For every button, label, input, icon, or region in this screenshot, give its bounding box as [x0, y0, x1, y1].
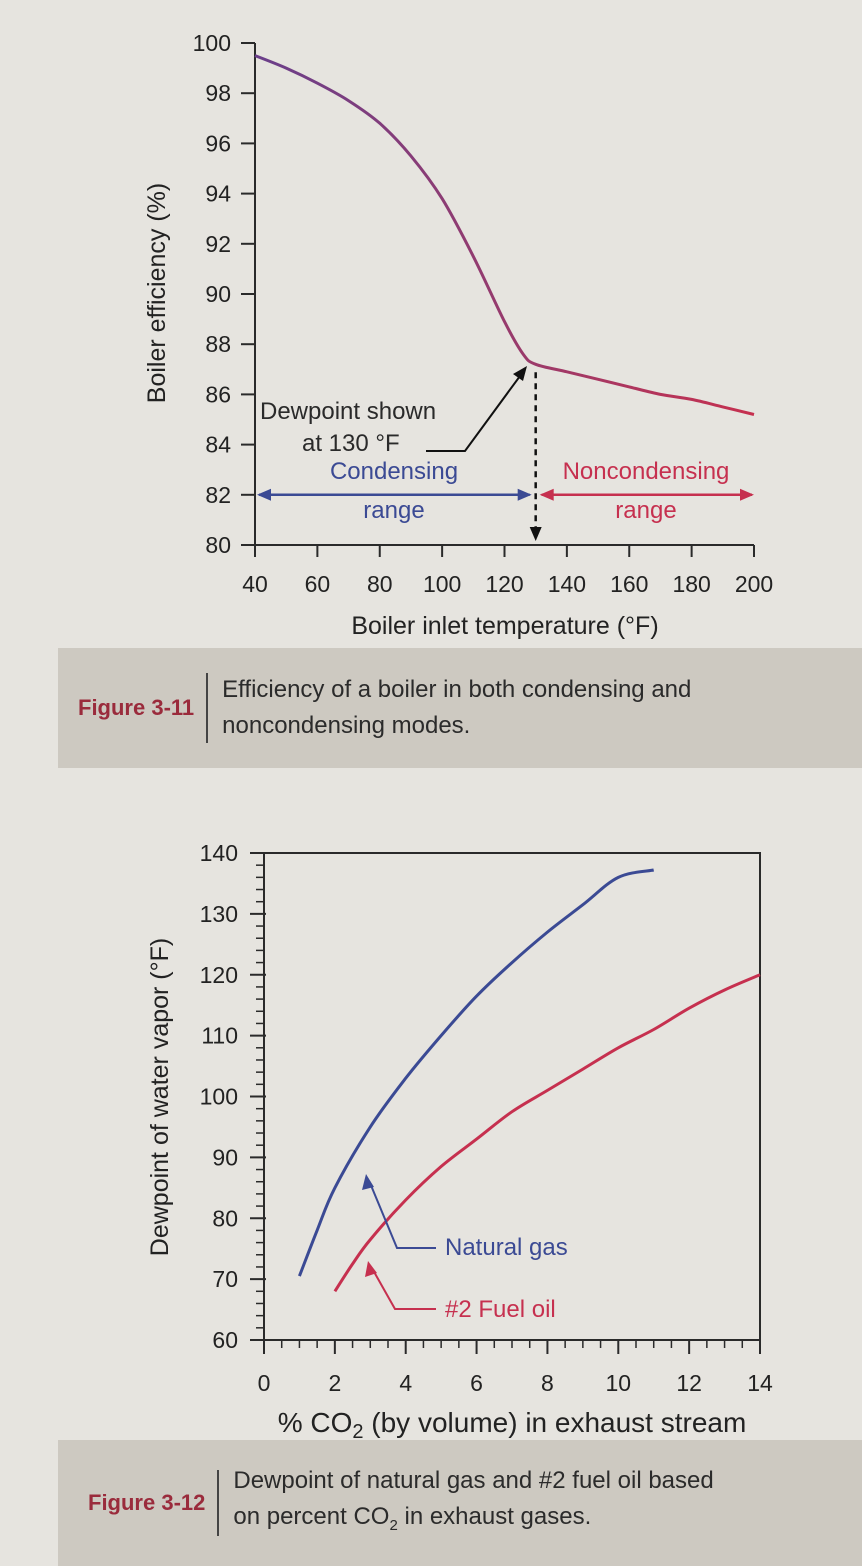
efficiency-curve	[254, 54, 755, 416]
y-tick-label: 94	[205, 181, 231, 207]
x-tick-label: 120	[485, 571, 523, 597]
x-tick-label: 160	[610, 571, 648, 597]
natural-gas-curve	[298, 868, 655, 1277]
caption-line: noncondensing modes.	[222, 712, 471, 739]
x-tick-label: 8	[541, 1370, 554, 1396]
fuel-oil-arrowhead	[365, 1261, 377, 1277]
figure-3-11-number: Figure 3-11	[78, 695, 195, 720]
y-tick-label: 140	[200, 840, 238, 866]
x-axis-label: Boiler inlet temperature (°F)	[351, 612, 658, 640]
condensing-arrowhead-left	[257, 488, 271, 501]
y-axis-label: Dewpoint of water vapor (°F)	[146, 938, 174, 1256]
dewpoint-arrowhead	[529, 527, 542, 541]
noncondensing-arrowhead-right	[740, 488, 754, 501]
y-tick-label: 90	[205, 281, 231, 307]
x-tick-label: 40	[242, 571, 268, 597]
annotation-leader	[426, 375, 521, 452]
figure-3-11-caption-text: Efficiency of a boiler in both condensin…	[222, 672, 691, 744]
noncondensing-arrowhead-left	[539, 488, 554, 501]
fuel-oil-label: #2 Fuel oil	[445, 1296, 556, 1323]
y-tick-label: 80	[212, 1205, 238, 1231]
y-tick-label: 120	[200, 962, 238, 988]
dewpoint-annotation-line1: Dewpoint shown	[260, 398, 436, 425]
figure-3-12-caption: Figure 3-12 Dewpoint of natural gas and …	[58, 1440, 862, 1566]
figure-3-12-caption-text: Dewpoint of natural gas and #2 fuel oil …	[233, 1463, 713, 1544]
y-tick-label: 110	[201, 1023, 238, 1049]
y-tick-label: 86	[205, 381, 231, 407]
x-tick-label: 4	[399, 1370, 412, 1396]
condensing-arrowhead-right	[517, 488, 532, 501]
condensing-label-line2: range	[363, 497, 424, 524]
y-tick-label: 100	[200, 1084, 238, 1110]
figure-3-11-caption: Figure 3-11 Efficiency of a boiler in bo…	[58, 648, 862, 768]
x-tick-label: 14	[747, 1370, 773, 1396]
noncondensing-label-line2: range	[615, 497, 676, 524]
x-tick-label: 10	[605, 1370, 631, 1396]
caption-divider	[217, 1470, 220, 1536]
x-tick-label: 180	[672, 571, 710, 597]
condensing-label-line1: Condensing	[330, 458, 458, 485]
y-axis-label: Boiler efficiency (%)	[143, 183, 171, 403]
y-tick-label: 82	[205, 482, 231, 508]
x-tick-label: 80	[367, 571, 393, 597]
x-tick-label: 140	[548, 571, 586, 597]
x-tick-label: 200	[735, 571, 773, 597]
x-tick-label: 2	[328, 1370, 341, 1396]
y-tick-label: 88	[205, 331, 231, 357]
boiler-efficiency-chart: 80 82 84 86 88 90 92 94 96 98 100 40 60 80 100 120 140 16…	[143, 30, 773, 640]
y-tick-label: 70	[212, 1266, 238, 1292]
caption-line: Dewpoint of natural gas and #2 fuel oil …	[233, 1466, 714, 1494]
y-tick-label: 96	[205, 130, 231, 156]
dewpoint-co2-chart: 60 70 80 90 100 110 120 130 140 0 2 4 6 8 10 12 14 Natur…	[146, 840, 773, 1440]
noncondensing-label-line1: Noncondensing	[563, 458, 730, 485]
fuel-oil-curve	[333, 973, 761, 1293]
fuel-oil-leader	[372, 1269, 436, 1310]
dewpoint-annotation-line2: at 130 °F	[302, 430, 400, 457]
x-tick-label: 100	[423, 571, 461, 597]
y-tick-label: 84	[205, 432, 231, 458]
x-tick-label: 6	[470, 1370, 483, 1396]
caption-divider	[206, 673, 209, 743]
y-tick-label: 80	[205, 532, 231, 558]
caption-line: Efficiency of a boiler in both condensin…	[222, 676, 692, 703]
x-axis-label: % CO2 (by volume) in exhaust stream	[278, 1407, 747, 1440]
x-tick-label: 60	[305, 571, 331, 597]
y-tick-label: 130	[200, 901, 238, 927]
y-tick-label: 92	[205, 231, 231, 257]
y-tick-label: 98	[205, 80, 231, 106]
natural-gas-leader	[369, 1182, 436, 1249]
x-tick-label: 12	[676, 1370, 702, 1396]
y-tick-label: 90	[212, 1144, 238, 1170]
plot-frame	[263, 852, 761, 1341]
figure-3-12-number: Figure 3-12	[88, 1490, 206, 1515]
natural-gas-label: Natural gas	[445, 1234, 568, 1261]
caption-line: on percent CO2 in exhaust gases.	[233, 1502, 592, 1534]
y-tick-label: 60	[212, 1327, 238, 1353]
y-tick-label: 100	[193, 30, 231, 56]
annotation-arrowhead	[513, 366, 527, 381]
natural-gas-arrowhead	[362, 1174, 374, 1190]
x-tick-label: 0	[258, 1370, 271, 1396]
